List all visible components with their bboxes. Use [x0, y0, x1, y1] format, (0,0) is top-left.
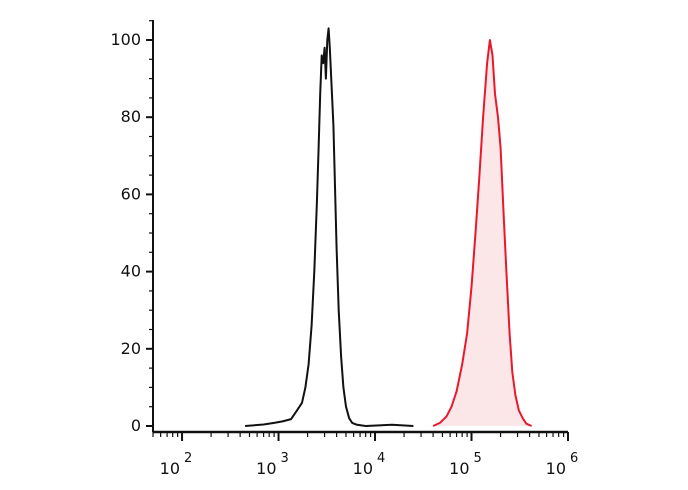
axes-layer — [146, 20, 569, 441]
x-tick-label-exponent: 6 — [570, 451, 578, 466]
x-tick-label-base: 10 — [160, 459, 180, 478]
series-1-line — [432, 39, 532, 427]
y-tick-label: 100 — [110, 30, 141, 49]
series-0-line — [245, 27, 414, 427]
x-tick-label-base: 10 — [546, 459, 566, 478]
labels-layer: 0 20 40 60 80 100 10 2 10 3 10 4 10 5 10 6 — [110, 30, 578, 478]
x-tick-label-base: 10 — [449, 459, 469, 478]
x-tick-label-base: 10 — [256, 459, 276, 478]
y-tick-label: 80 — [121, 107, 141, 126]
y-tick-label: 20 — [121, 339, 141, 358]
y-tick-label: 40 — [121, 262, 141, 281]
x-tick-label-base: 10 — [353, 459, 373, 478]
x-tick-label-exponent: 2 — [184, 451, 192, 466]
x-tick-label-exponent: 5 — [474, 451, 482, 466]
x-tick-label-exponent: 3 — [281, 451, 289, 466]
series-1-fill — [433, 40, 532, 426]
series-layer — [245, 27, 532, 427]
y-tick-label: 0 — [131, 416, 141, 435]
y-tick-label: 60 — [121, 184, 141, 203]
x-tick-label-exponent: 4 — [377, 451, 385, 466]
